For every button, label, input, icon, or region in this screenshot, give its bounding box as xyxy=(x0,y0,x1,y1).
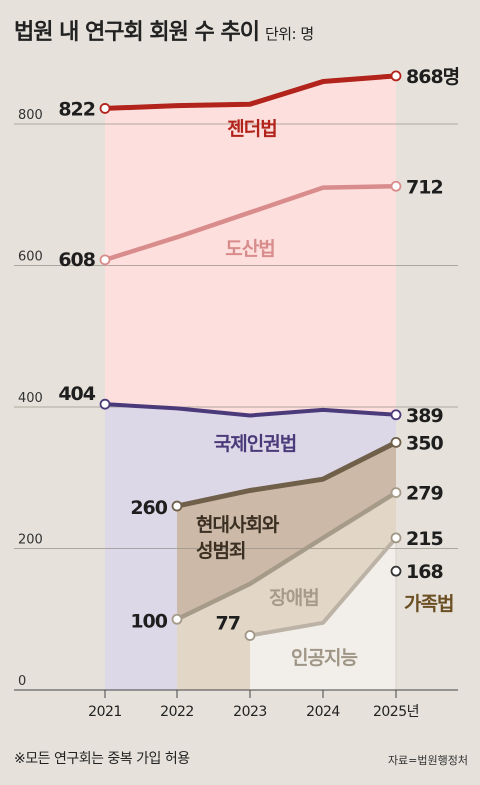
point-series-3-4 xyxy=(390,436,402,448)
title-text: 법원 내 연구회 회원 수 추이 xyxy=(14,20,260,45)
point-series-4-4 xyxy=(390,487,402,499)
point-series-6-4 xyxy=(390,565,402,577)
data-label-series-2-0: 404 xyxy=(58,383,95,405)
data-label-series-3-4: 350 xyxy=(406,432,443,454)
data-label-series-4-1: 100 xyxy=(130,610,167,632)
line-series-3 xyxy=(176,440,398,509)
series-name-5: 인공지능 xyxy=(291,647,357,669)
data-label-series-0-4: 868명 xyxy=(406,66,459,88)
point-series-5-2 xyxy=(244,630,256,641)
y-tick-200: 200 xyxy=(18,533,43,548)
x-tick-2022: 2022 xyxy=(160,704,194,720)
point-series-0-0 xyxy=(99,103,111,114)
source-label: 자료=법원행정처 xyxy=(387,754,468,767)
data-label-series-3-1: 260 xyxy=(130,497,167,519)
series-name-2: 국제인권법 xyxy=(214,433,296,455)
series-name-4: 장애법 xyxy=(269,587,318,609)
series-name-0: 젠더법 xyxy=(227,118,276,140)
point-series-2-0 xyxy=(99,398,111,410)
y-tick-0: 0 xyxy=(18,674,26,689)
data-label-series-0-0: 822 xyxy=(58,98,95,120)
data-label-series-4-4: 279 xyxy=(406,483,443,505)
y-tick-600: 600 xyxy=(18,250,43,265)
band-modern-society-crime xyxy=(177,442,396,620)
point-series-1-0 xyxy=(99,254,111,266)
band-artificial-intelligence xyxy=(250,537,396,690)
y-tick-800: 800 xyxy=(18,108,43,123)
line-series-4 xyxy=(176,490,398,622)
point-series-3-1 xyxy=(171,500,183,512)
chart-title: 법원 내 연구회 회원 수 추이 단위: 명 xyxy=(14,14,314,46)
point-series-4-1 xyxy=(171,613,183,625)
band-gender-law xyxy=(105,75,396,416)
line-series-1 xyxy=(104,184,397,262)
x-tick-2023: 2023 xyxy=(233,704,267,720)
series-name-6: 가족법 xyxy=(404,593,453,615)
series-name-3-line-1: 성범죄 xyxy=(196,540,245,562)
point-series-1-4 xyxy=(390,180,402,192)
x-tick-2024: 2024 xyxy=(306,704,340,720)
data-label-series-5-2: 77 xyxy=(216,613,240,635)
series-name-3-line-0: 현대사회와 xyxy=(196,514,280,536)
data-label-series-1-0: 608 xyxy=(58,249,95,271)
data-label-series-1-4: 712 xyxy=(406,176,443,198)
band-disability-law-right xyxy=(250,492,396,636)
x-tick-2021: 2021 xyxy=(88,704,122,720)
line-series-0 xyxy=(104,73,397,111)
data-label-series-5-4: 215 xyxy=(406,528,443,550)
data-label-series-2-4: 389 xyxy=(406,405,443,427)
x-tick-2025년: 2025년 xyxy=(373,704,419,720)
point-series-0-4 xyxy=(390,70,402,82)
point-series-2-4 xyxy=(390,409,402,421)
point-series-5-4 xyxy=(390,532,402,544)
line-series-2 xyxy=(104,402,397,418)
series-name-1: 도산법 xyxy=(225,238,274,260)
data-label-series-6-4: 168 xyxy=(406,561,443,583)
footnote: ※모든 연구회는 중복 가입 허용 xyxy=(14,751,190,767)
y-tick-400: 400 xyxy=(18,391,43,406)
unit-label: 단위: 명 xyxy=(264,25,314,43)
line-series-5 xyxy=(249,536,398,638)
